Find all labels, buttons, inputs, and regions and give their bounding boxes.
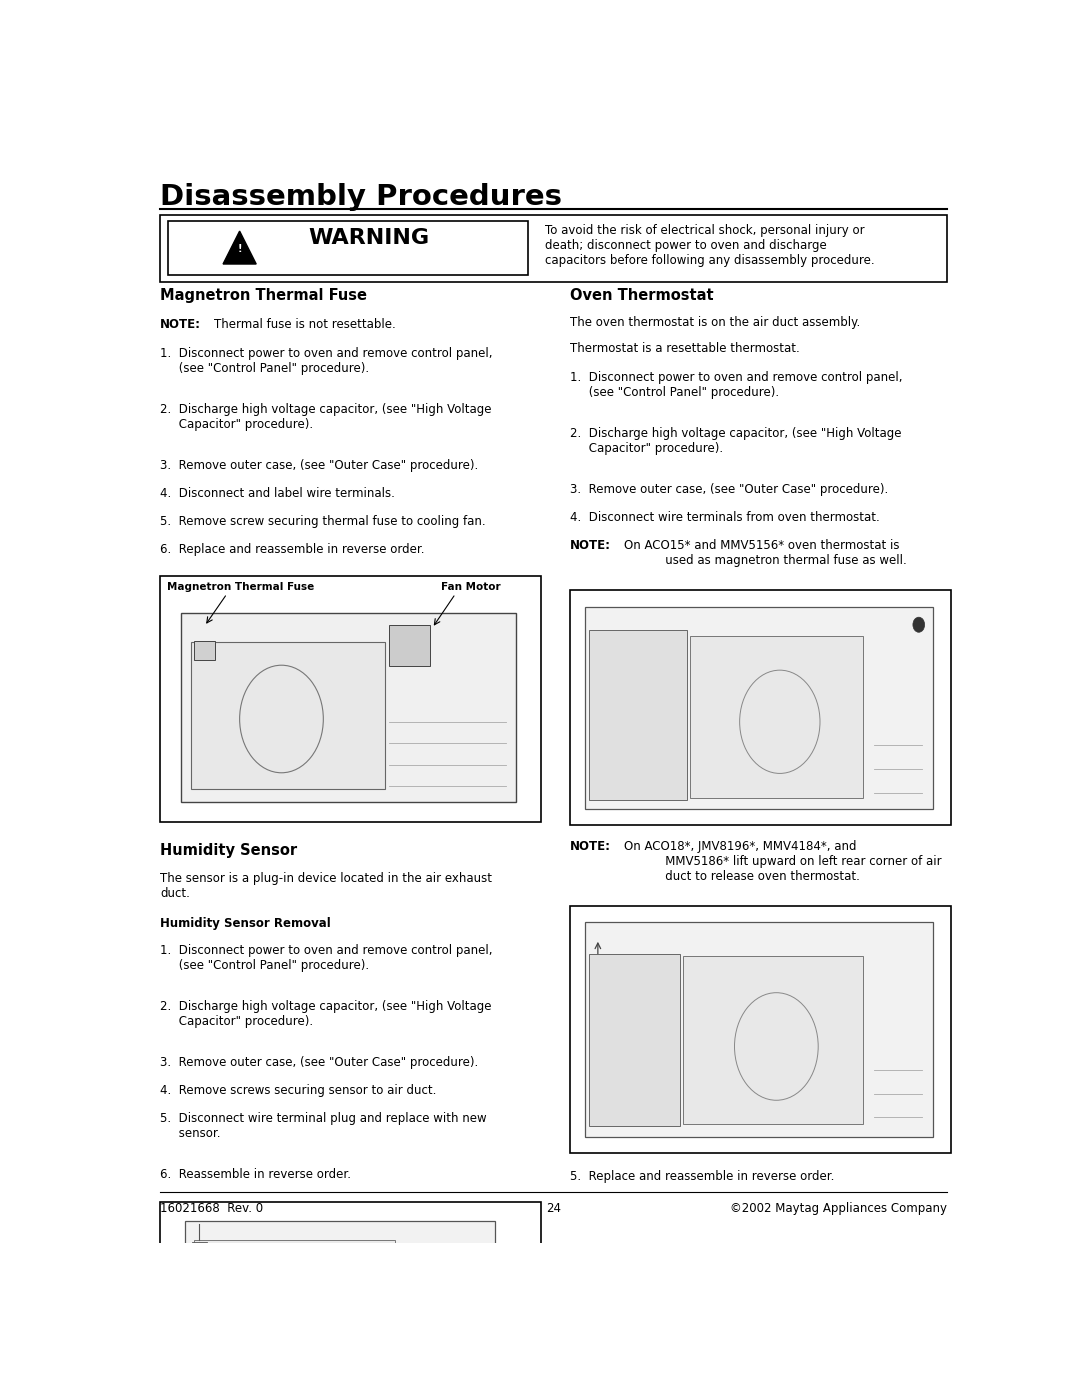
Bar <box>191 641 386 789</box>
Text: Magnetron Thermal Fuse: Magnetron Thermal Fuse <box>160 288 367 303</box>
Text: To avoid the risk of electrical shock, personal injury or
death; disconnect powe: To avoid the risk of electrical shock, p… <box>545 224 875 267</box>
Text: Magnetron Thermal Fuse: Magnetron Thermal Fuse <box>166 581 314 592</box>
Text: 6.  Reassemble in reverse order.: 6. Reassemble in reverse order. <box>160 1168 351 1180</box>
Text: Fan Motor: Fan Motor <box>441 581 500 592</box>
Text: 2.  Discharge high voltage capacitor, (see "High Voltage
     Capacitor" procedu: 2. Discharge high voltage capacitor, (se… <box>160 1000 491 1028</box>
Text: 3.  Remove outer case, (see "Outer Case" procedure).: 3. Remove outer case, (see "Outer Case" … <box>570 483 889 496</box>
Bar <box>590 954 679 1126</box>
Bar <box>689 636 863 798</box>
Bar <box>181 613 516 802</box>
Text: 6.  Replace and reassemble in reverse order.: 6. Replace and reassemble in reverse ord… <box>160 543 424 556</box>
Text: 1.  Disconnect power to oven and remove control panel,
     (see "Control Panel": 1. Disconnect power to oven and remove c… <box>570 372 903 400</box>
Bar <box>186 1221 495 1343</box>
Text: NOTE:: NOTE: <box>160 319 201 331</box>
Text: NOTE:: NOTE: <box>570 539 611 552</box>
Text: On ACO15* and MMV5156* oven thermostat is
           used as magnetron thermal f: On ACO15* and MMV5156* oven thermostat i… <box>624 539 906 567</box>
Text: 1.  Disconnect power to oven and remove control panel,
     (see "Control Panel": 1. Disconnect power to oven and remove c… <box>160 944 492 972</box>
Text: 4.  Disconnect and label wire terminals.: 4. Disconnect and label wire terminals. <box>160 488 395 500</box>
Text: 4.  Disconnect wire terminals from oven thermostat.: 4. Disconnect wire terminals from oven t… <box>570 511 880 524</box>
Text: 5.  Replace and reassemble in reverse order.: 5. Replace and reassemble in reverse ord… <box>570 1171 835 1183</box>
Bar <box>160 215 947 282</box>
Text: Humidity Sensor: Humidity Sensor <box>160 844 297 858</box>
Text: Thermostat is a resettable thermostat.: Thermostat is a resettable thermostat. <box>570 342 800 355</box>
Bar <box>570 591 951 824</box>
Bar <box>590 630 687 800</box>
Bar <box>160 1203 541 1362</box>
Text: 1.  Disconnect power to oven and remove control panel,
     (see "Control Panel": 1. Disconnect power to oven and remove c… <box>160 348 492 376</box>
Text: 24: 24 <box>546 1203 561 1215</box>
Text: Disassembly Procedures: Disassembly Procedures <box>160 183 562 211</box>
Bar <box>683 956 863 1125</box>
Bar <box>193 1241 395 1331</box>
Bar <box>160 577 541 821</box>
Text: The sensor is a plug-in device located in the air exhaust
duct.: The sensor is a plug-in device located i… <box>160 872 492 900</box>
Bar <box>585 922 933 1137</box>
Text: ©2002 Maytag Appliances Company: ©2002 Maytag Appliances Company <box>730 1203 947 1215</box>
Text: 2.  Discharge high voltage capacitor, (see "High Voltage
     Capacitor" procedu: 2. Discharge high voltage capacitor, (se… <box>160 404 491 432</box>
Text: !: ! <box>238 243 242 254</box>
Text: The oven thermostat is on the air duct assembly.: The oven thermostat is on the air duct a… <box>570 316 861 330</box>
Text: 5.  Remove screw securing thermal fuse to cooling fan.: 5. Remove screw securing thermal fuse to… <box>160 515 486 528</box>
Text: Oven Thermostat: Oven Thermostat <box>570 288 714 303</box>
Bar <box>389 624 431 666</box>
Text: 3.  Remove outer case, (see "Outer Case" procedure).: 3. Remove outer case, (see "Outer Case" … <box>160 1056 478 1069</box>
Text: 4.  Remove screws securing sensor to air duct.: 4. Remove screws securing sensor to air … <box>160 1084 436 1097</box>
Bar <box>192 1242 207 1257</box>
Text: 16021668  Rev. 0: 16021668 Rev. 0 <box>160 1203 264 1215</box>
Text: WARNING: WARNING <box>309 228 430 247</box>
Text: On ACO18*, JMV8196*, MMV4184*, and
           MMV5186* lift upward on left rear : On ACO18*, JMV8196*, MMV4184*, and MMV51… <box>624 840 942 883</box>
Text: 2.  Discharge high voltage capacitor, (see "High Voltage
     Capacitor" procedu: 2. Discharge high voltage capacitor, (se… <box>570 427 902 455</box>
Bar <box>570 905 951 1153</box>
Bar <box>193 641 215 661</box>
Text: NOTE:: NOTE: <box>570 840 611 854</box>
Text: Humidity Sensor Removal: Humidity Sensor Removal <box>160 918 330 930</box>
Bar <box>585 606 933 809</box>
Circle shape <box>913 617 924 633</box>
Text: 3.  Remove outer case, (see "Outer Case" procedure).: 3. Remove outer case, (see "Outer Case" … <box>160 460 478 472</box>
Text: 5.  Disconnect wire terminal plug and replace with new
     sensor.: 5. Disconnect wire terminal plug and rep… <box>160 1112 487 1140</box>
Text: Thermal fuse is not resettable.: Thermal fuse is not resettable. <box>214 319 395 331</box>
Bar <box>168 222 528 275</box>
Polygon shape <box>224 231 256 264</box>
